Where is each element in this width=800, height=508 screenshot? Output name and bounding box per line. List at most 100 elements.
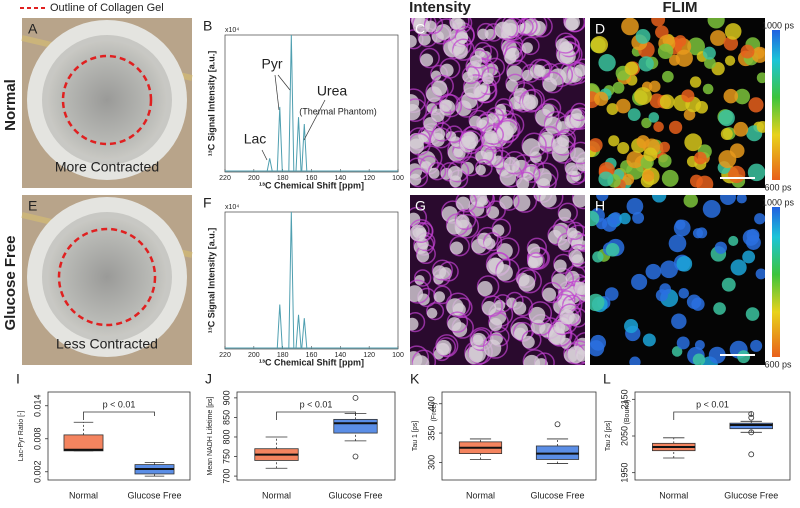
cell (447, 165, 463, 181)
x-tick-label: 160 (306, 175, 318, 182)
cell (728, 235, 739, 246)
cell (724, 55, 736, 66)
cell (552, 137, 569, 154)
cell (539, 195, 557, 208)
cell (567, 345, 585, 364)
cell (714, 241, 727, 254)
cell (657, 43, 674, 59)
cell (626, 151, 644, 169)
y-tick-label: 0.002 (32, 460, 42, 483)
box (63, 434, 104, 452)
fiber (483, 124, 504, 145)
cell (668, 120, 683, 134)
cell (470, 54, 483, 67)
panel-label: C (415, 21, 425, 37)
cell (594, 91, 609, 106)
y-axis-label: ¹³C Signal Intensity [a.u.] (206, 228, 216, 334)
cell (721, 277, 736, 292)
cell (673, 219, 691, 237)
cell (484, 130, 498, 144)
cell (470, 195, 488, 207)
cell (676, 255, 693, 272)
fiber (446, 160, 470, 183)
cell (527, 257, 539, 269)
peak (266, 158, 273, 172)
cell (439, 99, 452, 112)
cell (410, 138, 425, 154)
x-tick-label: Glucose Free (127, 490, 181, 500)
cell (624, 319, 639, 334)
cell (756, 72, 765, 84)
panel-label: G (415, 198, 426, 214)
cell (626, 197, 644, 215)
fiber (526, 252, 545, 271)
y-tick-label: 350 (426, 426, 436, 441)
x-tick-label: 140 (334, 175, 346, 182)
cell (702, 46, 716, 60)
cell (455, 214, 470, 229)
cell (671, 313, 687, 329)
fiber (551, 131, 576, 156)
spectrum-frame (224, 34, 399, 173)
cell (506, 65, 523, 82)
fiber (564, 18, 585, 33)
fiber (533, 162, 559, 188)
cell (740, 44, 755, 59)
peak-annotation: Lac (244, 131, 267, 147)
cell (720, 195, 736, 205)
cell (615, 98, 631, 114)
cell (621, 18, 639, 36)
peak (301, 124, 308, 172)
y-axis-label: Tau 2 [ps] (605, 421, 612, 451)
pointer (274, 74, 280, 111)
cell (634, 87, 652, 105)
cell (598, 54, 616, 72)
cell (643, 147, 658, 162)
cell (659, 94, 675, 110)
y-tick-label: 800 (221, 429, 231, 444)
cell (736, 195, 747, 204)
cell (553, 259, 567, 273)
cell (469, 115, 483, 129)
cell (426, 307, 438, 319)
cell (687, 37, 705, 56)
axis-scale: x10⁴ (225, 204, 239, 211)
axis-scale: x10⁴ (225, 27, 239, 34)
cell (602, 216, 618, 232)
colorbar-max: 1000 ps (762, 197, 795, 207)
cell (755, 268, 765, 280)
cell (629, 356, 641, 365)
cell (734, 88, 751, 105)
peak (301, 318, 308, 349)
panel-label: A (28, 21, 38, 37)
fiber (528, 58, 551, 81)
x-tick-label: 140 (334, 352, 346, 359)
cell (632, 211, 645, 224)
panel-label: E (28, 198, 37, 214)
fiber (481, 66, 501, 87)
cell (642, 170, 655, 182)
cell (631, 273, 648, 290)
cell (724, 23, 742, 40)
pointer (303, 99, 326, 141)
y-tick-label: 400 (426, 396, 436, 411)
outlier (748, 411, 755, 417)
cell (676, 336, 690, 350)
fiber (411, 349, 437, 365)
significance-label: p < 0.01 (103, 399, 136, 409)
fiber (512, 295, 534, 317)
cell (453, 147, 464, 158)
dish (42, 212, 172, 342)
peak (276, 106, 283, 172)
row-label: Glucose Free (2, 235, 19, 330)
x-tick-label: Glucose Free (724, 490, 778, 500)
cell (723, 36, 739, 51)
cell (513, 195, 531, 212)
plot-frame (236, 391, 396, 481)
cell (660, 260, 678, 279)
cell (557, 238, 570, 251)
cell (675, 49, 693, 67)
fiber (558, 303, 582, 327)
y-tick-label: 850 (221, 410, 231, 425)
cell (590, 138, 603, 153)
